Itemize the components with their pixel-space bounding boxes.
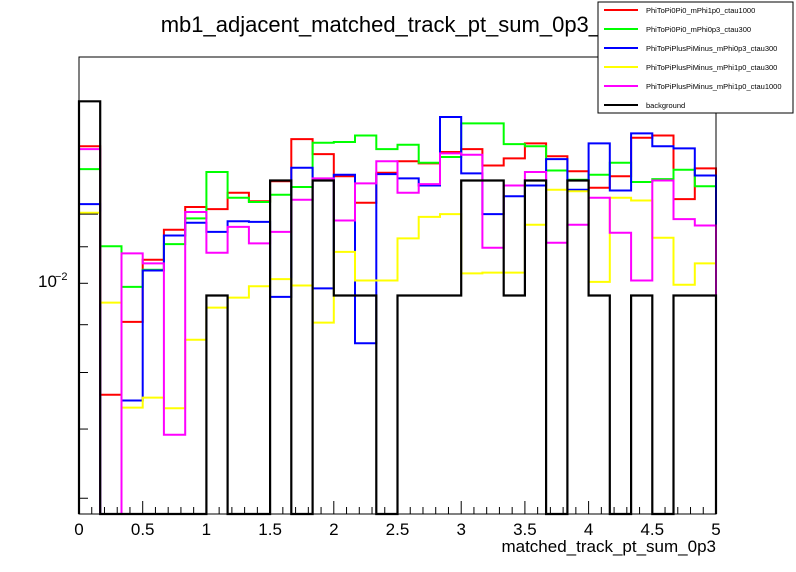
legend-label: PhiToPiPlusPiMinus_mPhi1p0_ctau300 — [646, 63, 777, 72]
x-tick-label: 0.5 — [131, 520, 155, 539]
legend-label: background — [646, 101, 685, 110]
x-tick-label: 3.5 — [513, 520, 537, 539]
legend-label: PhiToPiPlusPiMinus_mPhi0p3_ctau300 — [646, 44, 777, 53]
series-layer — [77, 100, 718, 516]
chart-title: mb1_adjacent_matched_track_pt_sum_0p3_0 — [161, 12, 614, 37]
x-tick-label: 4 — [584, 520, 593, 539]
legend-label: PhiToPiPlusPiMinus_mPhi1p0_ctau1000 — [646, 82, 782, 91]
x-axis-label: matched_track_pt_sum_0p3 — [501, 537, 716, 556]
legend: PhiToPi0Pi0_mPhi1p0_ctau1000 PhiToPi0Pi0_… — [597, 1, 794, 114]
x-tick-label: 4.5 — [640, 520, 664, 539]
x-tick-label: 3 — [456, 520, 465, 539]
series-line-3 — [78, 188, 717, 514]
axis-ticks: 0 0.5 1 1.5 2 2.5 3 3.5 4 4.5 5 — [74, 213, 721, 539]
x-tick-label: 5 — [711, 520, 720, 539]
x-tick-label: 1.5 — [258, 520, 282, 539]
x-tick-label: 2.5 — [386, 520, 410, 539]
x-tick-label: 0 — [74, 520, 83, 539]
legend-label: PhiToPi0Pi0_mPhi0p3_ctau300 — [646, 25, 751, 34]
series-line-4 — [78, 148, 717, 515]
y-tick-label: 10 −2 — [38, 271, 68, 291]
y-tick-label-exponent: −2 — [55, 271, 68, 283]
x-tick-label: 2 — [329, 520, 338, 539]
x-tick-label: 1 — [202, 520, 211, 539]
y-tick-label-base: 10 — [38, 272, 57, 291]
legend-box — [597, 1, 794, 114]
legend-label: PhiToPi0Pi0_mPhi1p0_ctau1000 — [646, 6, 755, 15]
